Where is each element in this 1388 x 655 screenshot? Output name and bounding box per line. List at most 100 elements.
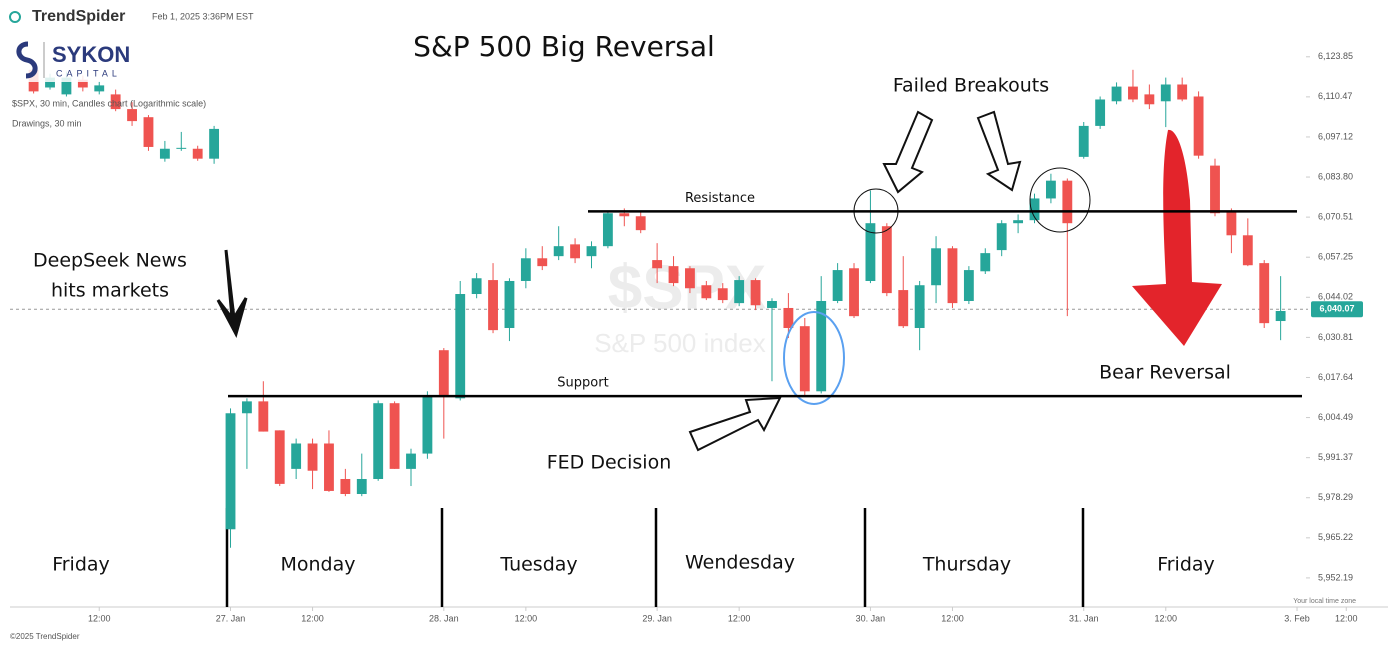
candle-body [209,128,220,159]
x-tick-label: 29. Jan [642,613,672,623]
x-tick-label: 12:00 [1155,613,1178,623]
big-arrow [1132,129,1222,346]
candle-body [1111,86,1122,102]
y-tick-label: 6,083.80 [1318,171,1353,181]
candle-body [504,280,515,329]
last-price-label: 6,040.07 [1319,304,1354,314]
candle-body [783,307,794,329]
candle-body [750,280,761,306]
x-tick-label: 12:00 [941,613,964,623]
candle-body [61,77,72,95]
candle-body [635,216,646,231]
candle-body [1013,220,1024,224]
y-tick-label: 6,004.49 [1318,412,1353,422]
candle-body [258,401,269,432]
candle-body [1062,180,1073,224]
candle-body [1095,99,1106,126]
logo-subtitle: CAPITAL [56,68,121,78]
x-tick-label: 3. Feb [1284,613,1310,623]
logo-icon [16,41,38,79]
candle-body [438,350,449,396]
timezone-note: Your local time zone [1293,598,1356,605]
day-separators [225,508,1085,607]
candle-body [963,270,974,301]
candle-body [127,109,137,122]
candle-body [553,246,564,257]
candle-body [389,403,400,469]
candle-body [914,285,925,329]
brand-icon [9,11,21,23]
candle-body [1193,96,1204,156]
y-tick-label: 5,991.37 [1318,452,1353,462]
y-tick-label: 6,123.85 [1318,51,1353,61]
candle-body [586,246,597,257]
y-tick-label: 6,070.51 [1318,212,1353,222]
x-tick-label: 31. Jan [1069,613,1099,623]
annotation: Failed Breakouts [893,75,1049,97]
candle-body [340,478,351,495]
circle-highlight [783,311,845,405]
copyright: ©2025 TrendSpider [10,632,80,641]
candle-body [1045,180,1056,199]
level-label: Resistance [685,191,755,206]
x-tick-label: 27. Jan [216,613,246,623]
circle-highlight [1029,167,1091,233]
candle-body [1177,84,1188,100]
candle-body [471,278,482,295]
candle-body [734,280,745,304]
day-label: Wendesday [685,552,795,574]
candle-body [816,300,827,392]
candle-body [241,401,252,414]
candle-body [1128,86,1138,100]
candle-body [1160,84,1171,102]
x-tick-label: 28. Jan [429,613,459,623]
candle-body [602,213,613,247]
candle-body [717,288,728,301]
plot-layer: 6,123.85 6,110.47 6,097.12 6,083.80 6,070.51… [10,51,1363,623]
annotation-layer: SYKON CAPITAL TrendSpider Feb 1, 2025 3:… [8,8,1356,641]
y-tick-label: 6,110.47 [1318,91,1352,101]
last-price-box [1311,301,1363,318]
candle-body [77,79,88,88]
day-label: Tuesday [499,554,577,576]
candle-body [537,258,548,267]
candle-body [110,94,121,110]
y-tick-label: 6,044.02 [1318,292,1353,302]
candle-body [1144,94,1155,105]
candle-body [898,290,909,327]
x-tick-label: 12:00 [515,613,538,623]
y-tick-label: 6,097.12 [1318,131,1353,141]
y-tick-label: 6,057.25 [1318,252,1353,262]
candle-body [1029,198,1040,221]
candle-body [881,226,892,294]
candle-body [192,148,203,159]
x-tick-label: 30. Jan [856,613,886,623]
candle-body [225,413,236,530]
y-tick-label: 6,030.81 [1318,332,1353,342]
candle-body [373,403,384,479]
candle-body [94,85,105,92]
candle-body [406,453,416,469]
drawings-info: Drawings, 30 min [12,118,82,128]
candle-body [652,260,663,269]
candle-body [422,395,433,454]
candle-body [1259,263,1270,324]
candle-body [931,248,941,286]
candle-body [356,478,367,495]
candle-body [520,258,531,281]
candle-body [291,443,302,469]
candle-body [1078,125,1089,157]
annotation: DeepSeek News [33,250,187,272]
logo-name: SYKON [52,42,130,67]
y-tick-label: 6,017.64 [1318,372,1353,382]
y-tick-label: 5,952.19 [1318,572,1353,582]
annotation: FED Decision [547,452,672,474]
candle-body [307,443,318,471]
timestamp: Feb 1, 2025 3:36PM EST [152,11,254,21]
arrow [882,110,934,194]
candle-body [45,77,55,88]
symbol-info: $SPX, 30 min, Candles chart (Logarithmic… [12,98,206,108]
y-tick-label: 5,965.22 [1318,532,1353,542]
candle-body [1210,165,1220,214]
